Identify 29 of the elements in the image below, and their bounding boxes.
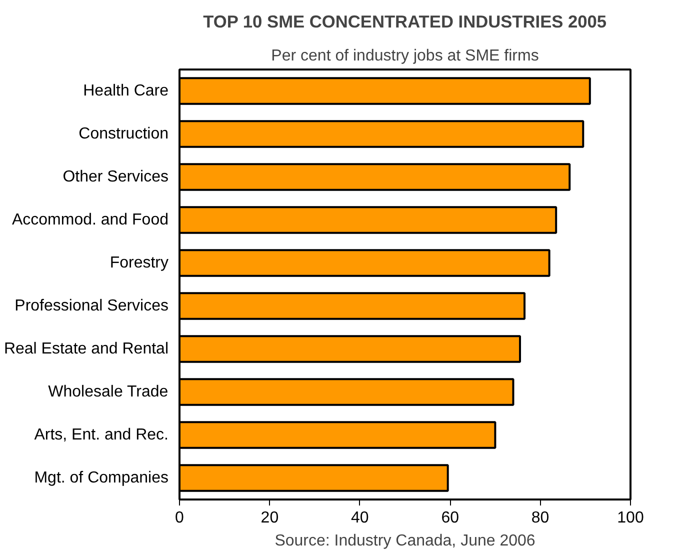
bar — [180, 335, 522, 363]
bar — [180, 464, 449, 492]
bar — [180, 163, 571, 191]
x-tick-label: 60 — [441, 510, 460, 526]
y-tick-label: Accommod. and Food — [12, 212, 169, 228]
bar — [180, 421, 496, 449]
y-tick-label: Professional Services — [14, 298, 168, 314]
y-tick-label: Construction — [78, 126, 169, 142]
y-tick-label: Mgt. of Companies — [34, 470, 168, 486]
source-note: Source: Industry Canada, June 2006 — [274, 532, 536, 550]
bar — [180, 120, 584, 148]
bar — [180, 292, 526, 320]
bar — [180, 378, 514, 406]
x-tick-label: 20 — [260, 510, 279, 526]
chart-title: TOP 10 SME CONCENTRATED INDUSTRIES 2005 — [203, 12, 607, 32]
y-tick-label: Wholesale Trade — [48, 384, 168, 400]
x-tick-label: 0 — [175, 510, 184, 526]
bar — [180, 206, 558, 234]
y-tick-label: Other Services — [62, 168, 168, 186]
x-tick-label: 80 — [531, 510, 550, 526]
y-tick-label: Arts, Ent. and Rec. — [34, 426, 168, 444]
x-tick-label: 100 — [617, 510, 644, 526]
y-tick-label: Real Estate and Rental — [4, 340, 168, 358]
bar — [180, 77, 591, 105]
x-tick-label: 40 — [351, 510, 369, 526]
bar — [180, 249, 550, 277]
y-tick-label: Forestry — [110, 254, 168, 272]
y-tick-label: Health Care — [83, 82, 169, 100]
chart-subtitle: Per cent of industry jobs at SME firms — [271, 48, 539, 64]
